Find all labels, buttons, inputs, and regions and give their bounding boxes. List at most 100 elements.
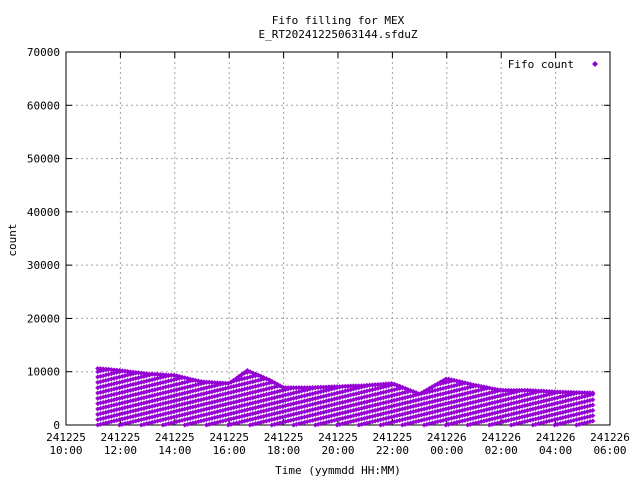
y-axis-label: count [6,223,19,256]
x-tick-date: 241225 [101,431,141,444]
data-point [364,382,370,388]
data-point [579,390,585,396]
data-point [337,384,343,390]
data-point [527,387,533,393]
x-tick-date: 241225 [155,431,195,444]
data-point [252,415,258,421]
data-point [318,384,324,390]
data-point [544,388,550,394]
data-point [563,389,569,395]
y-tick-label: 40000 [27,206,60,219]
data-point [252,389,258,395]
data-point [252,383,258,389]
data-point [293,385,299,391]
y-tick-label: 50000 [27,153,60,166]
data-point [342,383,348,389]
data-point [168,372,174,378]
x-tick-date: 241226 [536,431,576,444]
data-point [155,371,161,377]
data-point [323,384,329,390]
data-point [204,379,210,385]
data-point [252,378,258,384]
x-tick-time: 20:00 [321,444,354,457]
x-tick-date: 241225 [209,431,249,444]
data-point [291,385,297,391]
data-point [223,380,229,386]
x-tick-time: 14:00 [158,444,191,457]
data-point [557,389,563,395]
y-tick-label: 10000 [27,366,60,379]
data-point [252,371,258,377]
x-tick-time: 16:00 [213,444,246,457]
data-point [560,389,566,395]
y-tick-label: 20000 [27,312,60,325]
data-point [524,387,530,393]
data-point [206,379,212,385]
data-point [378,381,384,387]
x-tick-time: 04:00 [539,444,572,457]
data-point [320,384,326,390]
data-point [212,380,218,386]
data-point [348,383,354,389]
grid [66,52,610,425]
data-point [573,390,579,396]
data-point [220,380,226,386]
y-tick-label: 60000 [27,99,60,112]
x-tick-time: 22:00 [376,444,409,457]
data-point [340,383,346,389]
data-point [500,387,506,393]
data-point [95,366,101,372]
legend-marker [592,61,598,67]
x-tick-time: 12:00 [104,444,137,457]
y-tick-label: 0 [53,419,60,432]
data-point [299,385,305,391]
data-point [505,387,511,393]
x-tick-date: 241226 [590,431,630,444]
data-point [252,421,258,427]
data-point [375,382,381,388]
x-axis-label: Time (yymmdd HH:MM) [275,464,401,477]
x-tick-time: 06:00 [593,444,626,457]
chart-subtitle: E_RT20241225063144.sfduZ [259,28,418,41]
data-point [590,407,596,413]
data-point [252,410,258,416]
x-tick-time: 18:00 [267,444,300,457]
data-point [443,376,449,382]
data-point [345,383,351,389]
data-point [296,385,302,391]
data-point [590,413,596,419]
data-point [519,387,525,393]
data-point [288,385,294,391]
x-tick-date: 241225 [318,431,358,444]
x-tick-time: 00:00 [430,444,463,457]
data-point [590,397,596,403]
x-tick-date: 241226 [481,431,521,444]
x-tick-date: 241225 [373,431,413,444]
data-point [372,382,378,388]
data-point [252,399,258,405]
chart-title: Fifo filling for MEX [272,14,405,27]
data-point [554,389,560,395]
data-point [157,372,163,378]
data-point [149,371,155,377]
data-point [315,384,321,390]
data-point [252,394,258,400]
data-point [582,390,588,396]
data-point [209,379,215,385]
data-point [152,371,158,377]
data-point [538,388,544,394]
data-point [310,385,316,391]
y-tick-label: 30000 [27,259,60,272]
x-tick-date: 241225 [264,431,304,444]
data-point [541,388,547,394]
data-point [590,390,596,396]
x-tick-date: 241225 [46,431,86,444]
series-fifo-count [95,366,596,428]
legend-label: Fifo count [508,58,574,71]
legend: Fifo count [508,58,598,71]
x-tick-time: 10:00 [49,444,82,457]
data-point [522,387,528,393]
data-point [590,402,596,408]
data-point [576,390,582,396]
